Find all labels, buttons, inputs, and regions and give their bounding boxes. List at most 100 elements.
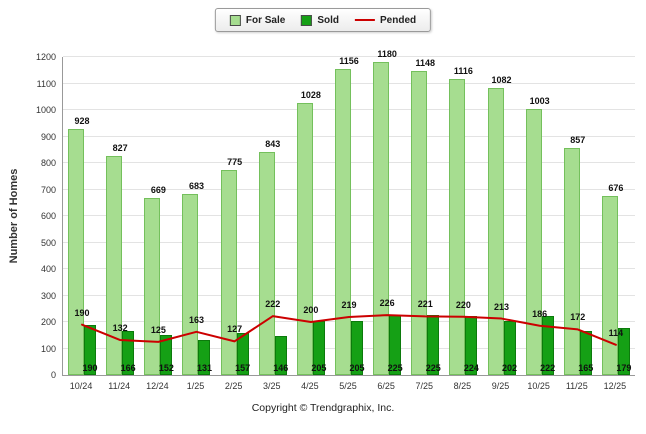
sold-value-label: 222 (540, 363, 556, 373)
pended-value-label: 114 (608, 327, 624, 338)
sold-value-label: 202 (502, 363, 518, 373)
x-axis-tick-label: 12/24 (146, 381, 169, 391)
y-axis-title: Number of Homes (8, 168, 20, 264)
sold-legend-label: Sold (317, 14, 340, 26)
for-sale-value-label: 1116 (453, 66, 473, 77)
pended-value-label: 222 (265, 299, 281, 310)
legend-item-pended: Pended (355, 15, 416, 26)
for-sale-bar (258, 151, 275, 375)
pended-value-label: 190 (74, 307, 90, 318)
for-sale-bar (144, 197, 161, 375)
sold-value-label: 165 (578, 363, 594, 373)
for-sale-value-label: 1156 (339, 55, 359, 66)
pended-value-label: 221 (417, 299, 433, 310)
sold-bar (617, 327, 630, 375)
for-sale-bar (525, 109, 542, 375)
pended-value-label: 132 (112, 323, 128, 334)
sold-value-label: 146 (273, 363, 289, 373)
for-sale-bar (68, 129, 85, 375)
y-axis-tick-label: 400 (40, 264, 56, 274)
pended-value-label: 213 (494, 301, 510, 312)
for-sale-value-label: 843 (265, 138, 281, 149)
pended-value-label: 219 (341, 299, 357, 310)
pended-value-label: 220 (455, 299, 471, 310)
for-sale-value-label: 857 (570, 134, 586, 145)
sold-value-label: 131 (196, 363, 212, 373)
sold-value-label: 205 (349, 363, 365, 373)
y-axis-tick-label: 500 (40, 237, 56, 248)
sold-value-label: 157 (235, 363, 251, 373)
y-axis-tick-label: 0 (50, 370, 56, 380)
for-sale-bar (182, 194, 199, 375)
x-axis-tick-label: 11/25 (565, 381, 588, 391)
y-axis-tick-label: 700 (40, 184, 56, 195)
for-sale-bar (601, 195, 618, 375)
gridline (63, 56, 635, 57)
x-axis-tick-label: 11/24 (108, 381, 131, 391)
sold-value-label: 225 (425, 363, 441, 373)
for-sale-value-label: 683 (188, 181, 204, 192)
for-sale-bar (373, 62, 390, 375)
for-sale-value-label: 1180 (377, 49, 397, 60)
pended-value-label: 200 (303, 305, 319, 315)
y-axis-tick-label: 600 (40, 211, 56, 221)
sold-value-label: 190 (82, 363, 98, 373)
y-axis-tick-label: 900 (40, 131, 56, 142)
copyright-text: Copyright © Trendgraphix, Inc. (251, 402, 395, 414)
for-sale-value-label: 928 (74, 116, 90, 127)
pended-value-label: 186 (532, 308, 548, 319)
x-axis-tick-label: 12/25 (603, 381, 627, 391)
x-axis-tick-label: 5/25 (339, 381, 357, 391)
for-sale-bar (411, 70, 428, 375)
x-axis-tick-label: 3/25 (262, 381, 281, 391)
legend-item-for-sale: For Sale (229, 14, 286, 26)
for-sale-value-label: 1003 (529, 96, 550, 107)
y-axis-tick-label: 300 (40, 290, 56, 301)
for-sale-bar (487, 88, 504, 375)
for-sale-value-label: 1148 (415, 57, 436, 68)
sold-value-label: 225 (387, 363, 403, 373)
for-sale-value-label: 827 (112, 142, 128, 153)
x-axis-tick-label: 10/24 (69, 381, 93, 391)
for-sale-value-label: 775 (227, 156, 243, 167)
for-sale-value-label: 676 (608, 182, 624, 193)
sold-value-label: 205 (311, 363, 327, 373)
x-axis-tick-label: 2/25 (224, 381, 243, 391)
for-sale-bar (563, 147, 580, 375)
for-sale-value-label: 1082 (491, 75, 512, 86)
y-axis-tick-label: 200 (40, 317, 56, 327)
legend: For Sale Sold Pended (214, 8, 432, 32)
for-sale-bar (335, 68, 351, 375)
sold-value-label: 179 (616, 363, 632, 373)
y-axis-tick-label: 1000 (35, 105, 56, 115)
y-axis-tick-label: 1100 (36, 78, 56, 89)
sold-value-label: 224 (463, 363, 479, 373)
x-axis-tick-label: 10/25 (527, 381, 550, 391)
pended-value-label: 172 (570, 312, 586, 323)
pended-line-swatch-icon (355, 19, 376, 21)
x-axis-tick-label: 6/25 (377, 381, 395, 391)
x-axis-tick-label: 7/25 (415, 381, 434, 391)
x-axis-tick-label: 4/25 (301, 381, 319, 391)
pended-legend-label: Pended (380, 14, 417, 26)
y-axis-tick-label: 100 (40, 343, 56, 354)
x-axis-tick-label: 1/25 (186, 381, 205, 391)
for-sale-value-label: 669 (150, 184, 166, 195)
pended-value-label: 226 (379, 298, 395, 309)
sold-swatch-icon (301, 14, 313, 26)
x-axis-tick-label: 8/25 (453, 381, 472, 391)
for-sale-bar (106, 155, 123, 375)
for-sale-value-label: 1028 (300, 89, 321, 100)
for-sale-legend-label: For Sale (245, 14, 286, 26)
y-axis-tick-label: 800 (40, 158, 56, 168)
sold-value-label: 152 (158, 363, 174, 373)
y-axis-tick-label: 1200 (35, 52, 56, 62)
x-axis-tick-label: 9/25 (491, 381, 510, 391)
for-sale-bar (296, 102, 313, 375)
legend-item-sold: Sold (301, 14, 340, 26)
sold-value-label: 166 (120, 363, 136, 373)
for-sale-swatch-icon (229, 14, 241, 26)
for-sale-bar (220, 169, 237, 375)
for-sale-bar (449, 79, 466, 375)
